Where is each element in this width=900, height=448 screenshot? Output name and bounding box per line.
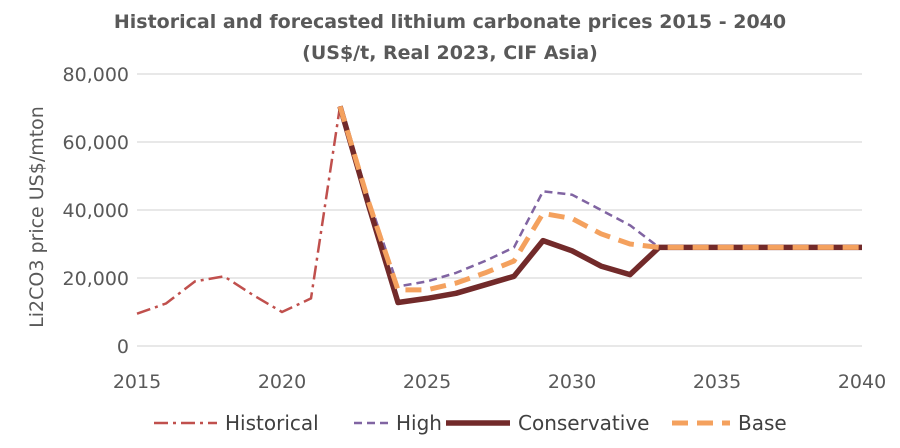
legend-label-conservative: Conservative [518,411,649,435]
series-line-historical [136,106,342,315]
y-tick-label: 20,000 [63,268,129,290]
y-tick-label: 80,000 [63,64,129,86]
y-axis-ticks: 0 20,000 40,000 60,000 80,000 [63,64,129,358]
series-lines [136,105,862,315]
x-tick-label: 2035 [693,371,741,393]
y-tick-label: 40,000 [63,200,129,222]
series-line-high [338,105,862,288]
x-tick-label: 2015 [113,371,161,393]
x-tick-label: 2040 [838,371,886,393]
legend-label-historical: Historical [225,411,319,435]
chart-subtitle: (US$/t, Real 2023, CIF Asia) [302,42,598,64]
x-tick-label: 2030 [548,371,596,393]
series-line-conservative [337,105,862,306]
gridlines [137,73,862,347]
x-tick-label: 2025 [403,371,451,393]
y-axis-title: Li2CO3 price US$/mton [26,106,48,328]
chart-title: Historical and forecasted lithium carbon… [114,11,786,33]
legend-label-base: Base [738,411,787,435]
y-tick-label: 0 [117,336,129,358]
y-tick-label: 60,000 [63,132,129,154]
x-axis-ticks: 2015 2020 2025 2030 2035 2040 [113,371,886,393]
x-tick-label: 2020 [258,371,306,393]
legend-label-high: High [396,411,442,435]
series-line-base [337,105,862,293]
legend: Historical High Conservative Base [154,411,787,435]
